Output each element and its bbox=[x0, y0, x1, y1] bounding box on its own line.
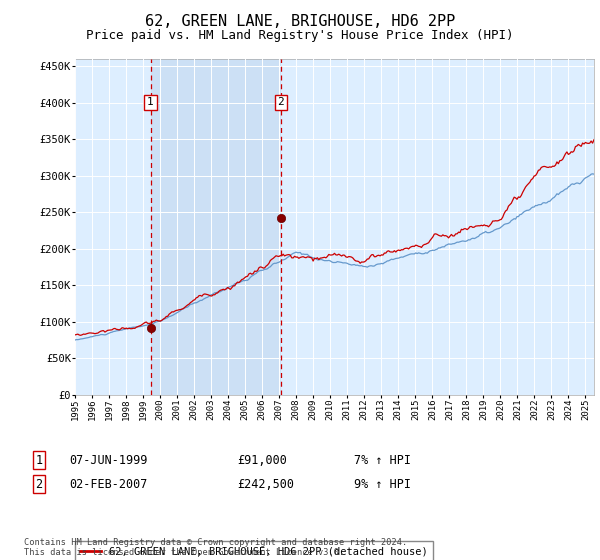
Text: 1: 1 bbox=[35, 454, 43, 467]
Text: £91,000: £91,000 bbox=[237, 454, 287, 467]
Text: 1: 1 bbox=[147, 97, 154, 108]
Text: 7% ↑ HPI: 7% ↑ HPI bbox=[354, 454, 411, 467]
Text: 9% ↑ HPI: 9% ↑ HPI bbox=[354, 478, 411, 491]
Text: Contains HM Land Registry data © Crown copyright and database right 2024.
This d: Contains HM Land Registry data © Crown c… bbox=[24, 538, 407, 557]
Bar bbox=[151, 59, 281, 395]
Text: 02-FEB-2007: 02-FEB-2007 bbox=[69, 478, 148, 491]
Text: 2: 2 bbox=[277, 97, 284, 108]
Text: 07-JUN-1999: 07-JUN-1999 bbox=[69, 454, 148, 467]
Text: £242,500: £242,500 bbox=[237, 478, 294, 491]
Text: 62, GREEN LANE, BRIGHOUSE, HD6 2PP: 62, GREEN LANE, BRIGHOUSE, HD6 2PP bbox=[145, 14, 455, 29]
Text: 2: 2 bbox=[35, 478, 43, 491]
Legend: 62, GREEN LANE, BRIGHOUSE, HD6 2PP (detached house), HPI: Average price, detache: 62, GREEN LANE, BRIGHOUSE, HD6 2PP (deta… bbox=[75, 541, 433, 560]
Text: Price paid vs. HM Land Registry's House Price Index (HPI): Price paid vs. HM Land Registry's House … bbox=[86, 29, 514, 42]
